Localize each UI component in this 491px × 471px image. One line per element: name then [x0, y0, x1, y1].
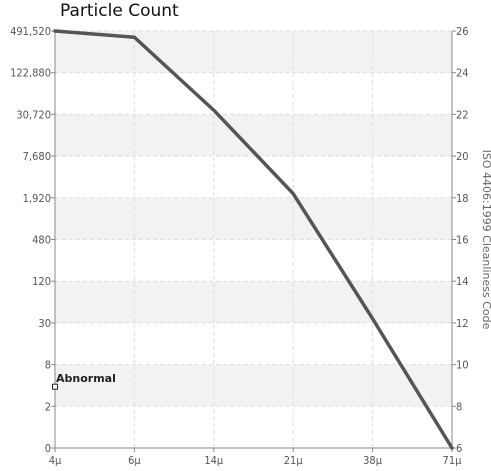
series-point: [371, 317, 375, 321]
series-point: [291, 192, 295, 196]
x-tick-label: 38μ: [363, 454, 383, 467]
grid-band: [55, 364, 452, 407]
right-tick-label: 16: [456, 234, 469, 247]
right-tick-label: 14: [456, 275, 469, 288]
right-axis-label: ISO 4406:1999 Cleanliness Code: [480, 150, 491, 330]
chart-title: Particle Count: [60, 1, 179, 21]
x-tick-label: 6μ: [128, 454, 141, 467]
right-tick-label: 10: [456, 359, 469, 372]
series-point: [53, 29, 57, 33]
grid: [54, 30, 453, 449]
grid-band: [55, 281, 452, 323]
series: [53, 29, 454, 450]
right-tick-label: 6: [456, 442, 462, 455]
left-tick-labels: 0 2 8 30 120 480 1,920 7,680 30,720 122,880 491,52…: [10, 25, 55, 455]
left-tick-label: 1,920: [23, 192, 51, 205]
x-tick-label: 14μ: [204, 454, 224, 467]
left-tick-label: 491,520: [10, 25, 51, 38]
x-tick-label: 71μ: [443, 454, 463, 467]
right-tick-label: 12: [456, 317, 469, 330]
series-line: [53, 29, 454, 450]
right-tick-label: 8: [456, 400, 462, 413]
left-tick-label: 0: [45, 442, 51, 455]
left-tick-label: 2: [45, 400, 51, 413]
grid-band: [55, 197, 452, 240]
annotation-label: Abnormal: [56, 372, 116, 385]
right-tick-label: 20: [456, 150, 469, 163]
x-tick-labels: 4μ 6μ 14μ 21μ 38μ 71μ: [49, 448, 462, 467]
left-tick-label: 7,680: [23, 150, 51, 163]
annotation-marker: [52, 383, 58, 390]
right-tick-label: 22: [456, 108, 469, 121]
annotations: Abnormal: [52, 372, 116, 390]
left-tick-label: 480: [32, 234, 51, 247]
left-tick-label: 122,880: [10, 67, 51, 80]
right-tick-label: 24: [456, 67, 469, 80]
left-tick-label: 8: [45, 359, 51, 372]
series-point: [212, 108, 216, 112]
left-tick-label: 30: [38, 317, 51, 330]
left-tick-label: 120: [32, 275, 51, 288]
right-tick-labels: 6 8 10 12 14 16 18 20 22 24 26: [452, 25, 469, 455]
left-tick-label: 30,720: [16, 108, 51, 121]
x-tick-label: 4μ: [49, 454, 62, 467]
series-point: [132, 35, 136, 39]
right-tick-label: 26: [456, 25, 469, 38]
series-point: [450, 446, 454, 450]
grid-band: [55, 114, 452, 157]
x-tick-label: 21μ: [284, 454, 304, 467]
right-tick-label: 18: [456, 192, 469, 205]
